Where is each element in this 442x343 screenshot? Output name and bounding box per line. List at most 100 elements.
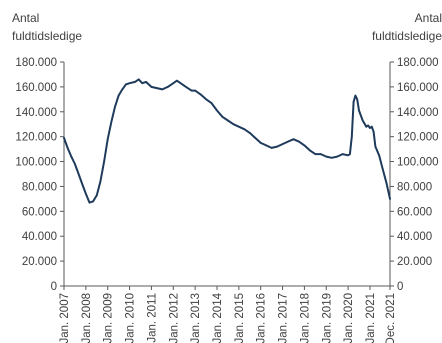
data-point	[374, 145, 377, 148]
y-tick-label-left: 100.000	[15, 157, 57, 169]
data-point	[227, 119, 229, 122]
data-point	[106, 138, 109, 140]
series-group	[63, 78, 391, 204]
data-point	[85, 193, 87, 195]
data-point	[210, 102, 213, 104]
data-point	[216, 109, 218, 112]
data-point	[351, 135, 353, 138]
data-point	[205, 98, 207, 101]
data-point	[185, 86, 187, 88]
data-point	[137, 78, 140, 81]
y-tick-label-left: 20.000	[22, 256, 57, 268]
data-point	[114, 106, 116, 108]
data-point	[221, 116, 224, 118]
data-point	[63, 137, 65, 139]
data-point	[270, 147, 273, 149]
x-tick-label: Jan. 2017	[278, 293, 290, 343]
data-point	[81, 183, 83, 185]
data-point	[378, 154, 380, 157]
y-tick-label-right: 120.000	[397, 132, 439, 144]
data-point	[121, 88, 124, 91]
data-point	[276, 145, 278, 148]
y-axis-ticks: 0 0 20.000 20.000 40.000 40.000 60.000 60.000 80…	[15, 57, 438, 293]
right-axis-title-line-2: fuldtidsledige	[372, 29, 442, 43]
data-point	[194, 89, 196, 92]
data-point	[347, 154, 349, 157]
data-point	[259, 142, 262, 144]
data-point	[134, 81, 136, 83]
data-point	[369, 127, 371, 129]
x-tick-label: Jan. 2009	[103, 293, 115, 343]
y-tick-label-left: 0	[51, 281, 57, 293]
data-point	[367, 124, 369, 127]
y-tick-label-left: 60.000	[22, 206, 57, 218]
data-point	[156, 87, 158, 89]
data-point	[292, 138, 295, 140]
data-point	[66, 147, 69, 149]
left-axis-title-line-1: Antal	[12, 11, 39, 25]
x-tick-label: Jan. 2021	[365, 293, 377, 343]
x-tick-label: Jan. 2014	[212, 292, 224, 343]
x-tick-label: Jan. 2019	[321, 293, 333, 343]
x-tick-label: Jan. 2011	[146, 293, 158, 343]
x-axis-ticks: Jan. 2007 Jan. 2008 Jan. 2009 Jan. 2010 Jan.…	[59, 286, 397, 343]
y-tick-label-right: 20.000	[397, 256, 432, 268]
data-point	[161, 88, 164, 91]
y-tick-label-right: 100.000	[397, 157, 439, 169]
data-point	[150, 86, 153, 88]
data-point	[141, 82, 144, 84]
data-point	[320, 153, 322, 155]
data-point	[281, 143, 284, 145]
y-tick-label-right: 140.000	[397, 107, 439, 119]
data-point	[110, 120, 113, 123]
data-point	[92, 200, 94, 203]
data-point	[99, 180, 102, 183]
data-point	[358, 109, 360, 112]
data-point	[341, 153, 344, 155]
y-tick-label-right: 0	[397, 281, 403, 293]
data-point	[74, 163, 76, 165]
x-tick-label: Jan. 2008	[81, 293, 93, 343]
y-tick-label-left: 120.000	[15, 132, 57, 144]
data-point	[190, 89, 193, 92]
data-point	[365, 125, 368, 128]
right-axis-title-line-1: Antal	[415, 11, 442, 25]
y-tick-label-right: 60.000	[397, 206, 432, 218]
data-point	[117, 94, 120, 97]
x-tick-label: Jan. 2013	[190, 293, 202, 343]
data-point	[352, 101, 355, 103]
data-point	[88, 201, 91, 204]
data-point	[381, 168, 384, 170]
data-point	[287, 140, 289, 143]
y-tick-label-left: 80.000	[22, 181, 57, 193]
data-point	[372, 130, 375, 133]
x-tick-label: Jan. 2018	[299, 293, 311, 343]
data-point	[336, 155, 339, 158]
x-tick-label: Jan. 2010	[125, 293, 137, 343]
y-tick-label-left: 160.000	[15, 82, 57, 94]
left-axis-title-line-2: fuldtidsledige	[12, 29, 82, 43]
data-point	[70, 155, 73, 158]
x-tick-label: Jan. 2015	[234, 293, 246, 343]
data-point	[172, 82, 175, 84]
data-point	[179, 82, 182, 84]
data-point	[349, 153, 351, 155]
data-point	[249, 132, 251, 134]
data-point	[389, 198, 391, 200]
data-point	[103, 160, 105, 163]
y-tick-label-right: 80.000	[397, 181, 432, 193]
data-point	[309, 149, 311, 152]
data-point	[243, 128, 246, 130]
data-point	[314, 153, 317, 155]
x-tick-label: Dec. 2021	[385, 293, 397, 343]
data-point	[354, 94, 357, 97]
data-point	[265, 144, 268, 147]
data-point	[125, 83, 127, 86]
y-tick-label-left: 40.000	[22, 231, 57, 243]
x-tick-label: Jan. 2012	[168, 293, 180, 343]
data-point	[176, 79, 178, 82]
data-point	[371, 125, 373, 128]
data-point	[298, 140, 300, 143]
data-point	[238, 125, 240, 128]
